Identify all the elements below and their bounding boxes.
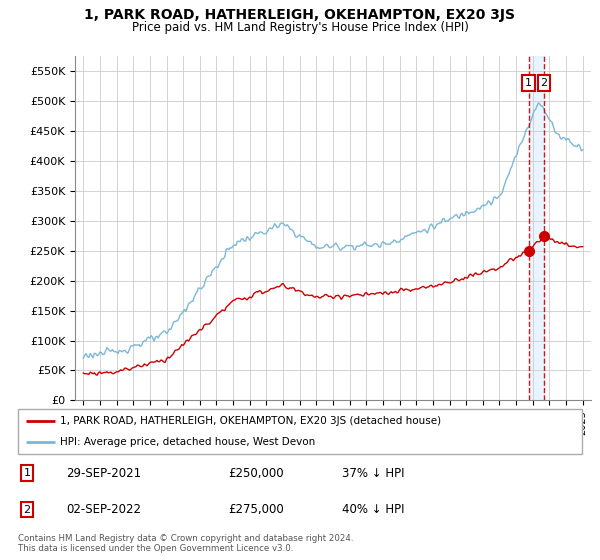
Text: 1: 1 xyxy=(525,78,532,88)
Text: HPI: Average price, detached house, West Devon: HPI: Average price, detached house, West… xyxy=(60,437,316,447)
Text: 2: 2 xyxy=(23,505,31,515)
Text: 29-SEP-2021: 29-SEP-2021 xyxy=(66,466,141,480)
Text: Price paid vs. HM Land Registry's House Price Index (HPI): Price paid vs. HM Land Registry's House … xyxy=(131,21,469,34)
Bar xyxy=(529,56,544,400)
Text: 40% ↓ HPI: 40% ↓ HPI xyxy=(342,503,404,516)
Text: 02-SEP-2022: 02-SEP-2022 xyxy=(66,503,141,516)
Text: £250,000: £250,000 xyxy=(228,466,284,480)
Text: 1, PARK ROAD, HATHERLEIGH, OKEHAMPTON, EX20 3JS (detached house): 1, PARK ROAD, HATHERLEIGH, OKEHAMPTON, E… xyxy=(60,416,442,426)
Text: £275,000: £275,000 xyxy=(228,503,284,516)
Text: 1, PARK ROAD, HATHERLEIGH, OKEHAMPTON, EX20 3JS: 1, PARK ROAD, HATHERLEIGH, OKEHAMPTON, E… xyxy=(85,8,515,22)
Text: Contains HM Land Registry data © Crown copyright and database right 2024.
This d: Contains HM Land Registry data © Crown c… xyxy=(18,534,353,553)
Text: 2: 2 xyxy=(541,78,547,88)
Text: 1: 1 xyxy=(23,468,31,478)
Text: 37% ↓ HPI: 37% ↓ HPI xyxy=(342,466,404,480)
